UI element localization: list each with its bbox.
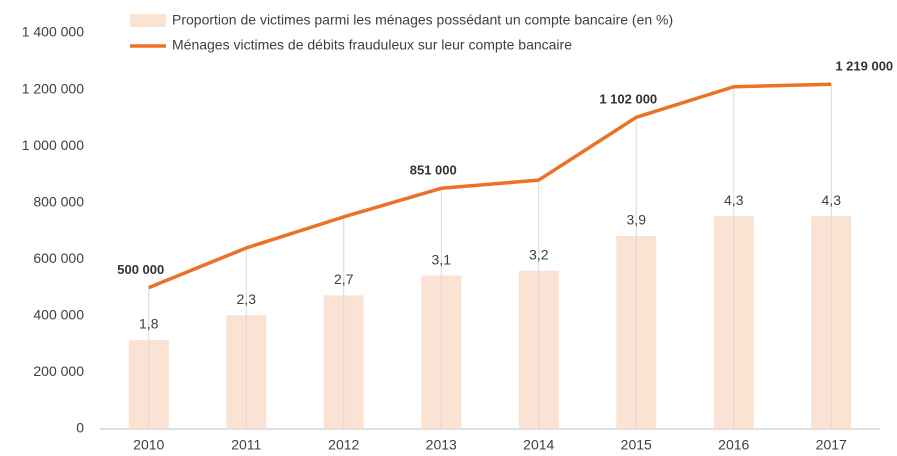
bar-value-label: 3,2 [529,246,549,262]
legend-label: Proportion de victimes parmi les ménages… [172,12,673,28]
x-tick-label: 2011 [231,437,261,453]
line-value-label: 500 000 [117,262,164,277]
line-value-label: 851 000 [410,163,457,178]
y-tick-label: 200 000 [33,363,84,379]
x-tick-label: 2012 [328,437,359,453]
bar-value-label: 3,9 [627,212,647,228]
x-tick-label: 2010 [133,437,164,453]
y-tick-label: 1 000 000 [22,137,84,153]
y-tick-label: 600 000 [33,250,84,266]
y-tick-label: 1 400 000 [22,24,84,40]
x-tick-label: 2014 [523,437,554,453]
line [148,82,832,290]
y-tick-label: 800 000 [33,193,84,209]
bar-value-label: 3,1 [432,251,452,267]
legend-swatch [130,14,166,27]
x-tick-label: 2016 [718,437,749,453]
line-value-label: 1 102 000 [599,92,657,107]
legend-label: Ménages victimes de débits frauduleux su… [172,37,572,53]
y-tick-label: 0 [76,420,84,436]
x-tick-label: 2013 [426,437,457,453]
x-tick-label: 2017 [816,437,847,453]
y-tick-label: 1 200 000 [22,80,84,96]
line-value-label: 1 219 000 [835,59,893,74]
bar-value-label: 2,7 [334,271,354,287]
bar-value-label: 4,3 [724,192,744,208]
bar-value-label: 1,8 [139,316,159,332]
y-tick-label: 400 000 [33,307,84,323]
x-tick-label: 2015 [621,437,652,453]
bar-value-label: 4,3 [822,192,842,208]
bar-value-label: 2,3 [237,291,257,307]
